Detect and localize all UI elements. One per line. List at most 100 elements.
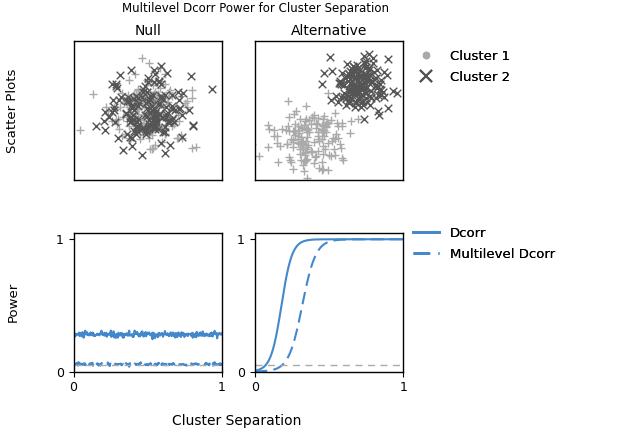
Point	[349, 103, 360, 110]
Point	[191, 143, 201, 150]
Point	[147, 107, 157, 114]
Point	[328, 146, 339, 152]
Point	[341, 102, 351, 108]
Point	[351, 66, 362, 73]
Point	[348, 63, 358, 70]
Point	[173, 111, 184, 118]
Point	[350, 86, 360, 92]
Point	[115, 71, 125, 78]
Point	[118, 94, 128, 101]
Point	[124, 98, 134, 105]
Point	[174, 96, 184, 103]
Point	[373, 92, 383, 99]
Point	[137, 54, 147, 61]
Point	[177, 112, 187, 119]
Point	[187, 87, 197, 94]
Point	[131, 90, 141, 97]
Point	[129, 90, 139, 97]
Point	[140, 83, 150, 90]
Point	[254, 152, 264, 159]
Point	[372, 85, 383, 92]
Point	[169, 121, 179, 128]
Point	[145, 92, 155, 99]
Point	[294, 127, 305, 133]
Point	[317, 159, 327, 166]
Point	[141, 89, 152, 95]
Point	[356, 81, 367, 88]
Point	[303, 142, 313, 149]
Point	[133, 124, 143, 130]
Point	[120, 98, 131, 105]
Point	[141, 100, 151, 107]
Point	[355, 83, 365, 90]
Point	[340, 94, 351, 101]
Point	[127, 111, 137, 118]
Point	[333, 98, 343, 105]
Point	[356, 104, 366, 111]
Point	[155, 101, 165, 108]
Point	[296, 156, 306, 163]
Point	[140, 95, 150, 102]
Point	[333, 79, 344, 86]
Point	[188, 122, 198, 129]
Point	[358, 81, 368, 88]
Point	[289, 127, 299, 134]
Point	[164, 89, 174, 96]
Point	[323, 140, 333, 146]
Point	[369, 68, 380, 75]
Point	[177, 134, 187, 141]
Point	[88, 91, 99, 98]
Point	[184, 106, 194, 113]
Point	[293, 140, 303, 146]
Point	[155, 111, 165, 118]
Point	[145, 88, 155, 95]
Point	[122, 101, 132, 108]
Point	[163, 94, 173, 101]
Point	[179, 99, 189, 106]
Point	[301, 146, 312, 153]
Point	[132, 118, 142, 125]
Point	[137, 152, 147, 159]
Point	[151, 115, 161, 122]
Point	[140, 126, 150, 133]
Point	[336, 80, 346, 87]
Point	[143, 120, 154, 127]
Point	[148, 92, 158, 99]
Point	[306, 121, 316, 128]
Point	[326, 152, 336, 159]
Point	[320, 145, 330, 152]
Point	[155, 64, 165, 71]
Point	[150, 121, 160, 128]
Point	[188, 123, 198, 130]
Point	[294, 130, 304, 137]
Point	[100, 103, 111, 110]
Point	[111, 80, 122, 87]
Point	[125, 118, 136, 125]
Point	[378, 93, 388, 100]
Point	[167, 102, 177, 109]
Point	[345, 68, 355, 75]
Point	[357, 84, 367, 91]
Point	[153, 101, 163, 108]
Point	[126, 117, 136, 124]
Point	[333, 134, 343, 141]
Point	[351, 90, 362, 97]
Point	[299, 157, 309, 164]
Point	[132, 105, 143, 112]
Point	[283, 98, 293, 105]
Point	[298, 124, 308, 131]
Point	[120, 98, 131, 105]
Point	[372, 83, 383, 90]
Point	[120, 130, 130, 137]
Point	[365, 92, 375, 99]
Point	[323, 167, 333, 174]
Point	[122, 97, 132, 104]
Point	[109, 103, 120, 110]
Point	[354, 83, 364, 90]
Point	[108, 108, 118, 115]
Point	[136, 92, 147, 99]
Point	[292, 133, 303, 140]
Point	[357, 81, 367, 88]
Point	[156, 92, 166, 99]
Point	[186, 73, 196, 80]
